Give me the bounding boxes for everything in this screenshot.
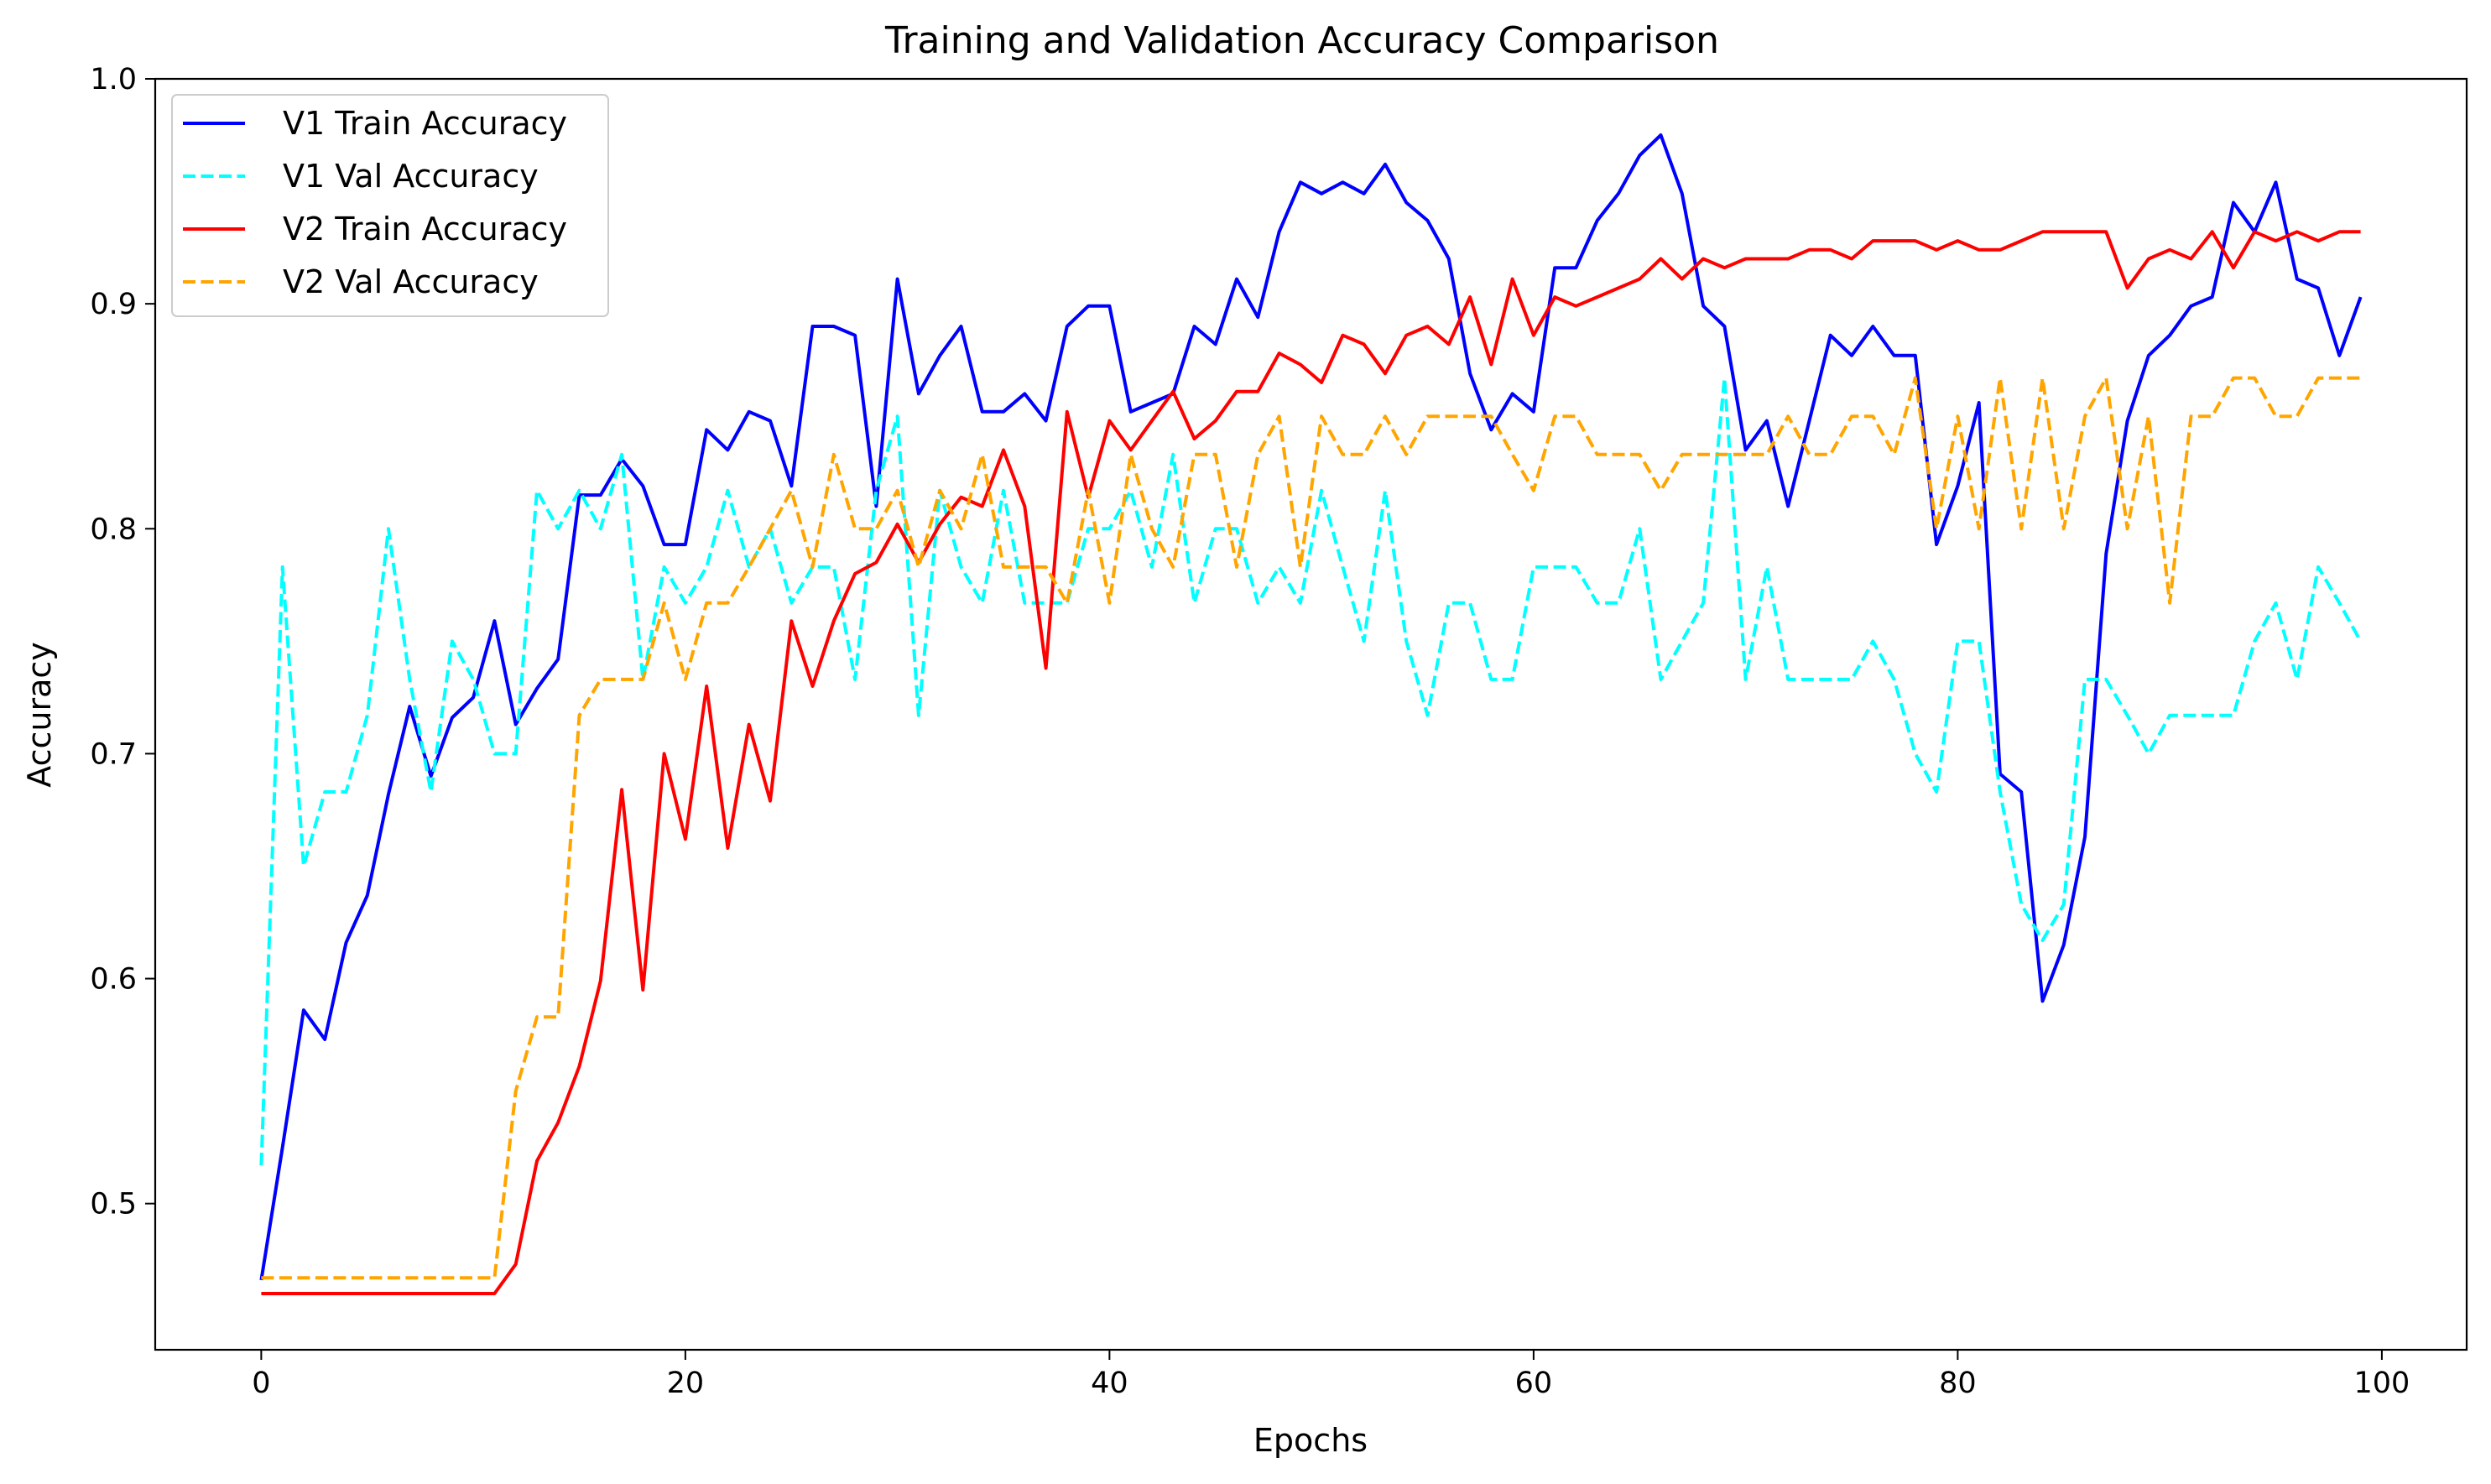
series-line-2 <box>259 376 2363 1166</box>
x-axis-title: Epochs <box>1253 1422 1368 1459</box>
plot-area-frame <box>154 77 2468 1351</box>
legend-label-3: V2 Train Accuracy <box>283 211 567 247</box>
chart-title: Training and Validation Accuracy Compari… <box>884 19 1719 62</box>
x-tick-label: 0 <box>252 1367 270 1400</box>
x-tick-label: 40 <box>1091 1367 1128 1400</box>
chart-legend: V1 Train Accuracy V1 Val Accuracy V2 Train… <box>171 94 609 317</box>
x-tick-label: 80 <box>1939 1367 1977 1400</box>
y-axis-title: Accuracy <box>21 642 58 788</box>
y-tick-label: 0.5 <box>90 1188 137 1221</box>
series-line-4 <box>261 376 2361 1280</box>
series-line-1 <box>259 133 2363 1281</box>
y-tick-label: 0.8 <box>90 513 137 546</box>
y-tick-label: 0.7 <box>90 737 137 771</box>
x-tick-label: 20 <box>667 1367 705 1400</box>
axis-ticks: 0 20 40 60 80 100 0.5 0.6 0.7 0.8 0.9 1.0 <box>90 63 2410 1400</box>
series-lines <box>259 133 2363 1295</box>
y-tick-label: 0.6 <box>90 963 137 997</box>
legend-label-2: V1 Val Accuracy <box>283 158 539 195</box>
legend-label-4: V2 Val Accuracy <box>283 263 539 300</box>
y-tick-label: 0.9 <box>90 288 137 321</box>
x-tick-label: 100 <box>2353 1367 2410 1400</box>
x-tick-label: 60 <box>1515 1367 1553 1400</box>
legend-label-1: V1 Train Accuracy <box>283 105 567 142</box>
legend-box <box>171 94 609 317</box>
y-tick-label: 1.0 <box>90 63 137 96</box>
series-line-3 <box>261 230 2361 1295</box>
